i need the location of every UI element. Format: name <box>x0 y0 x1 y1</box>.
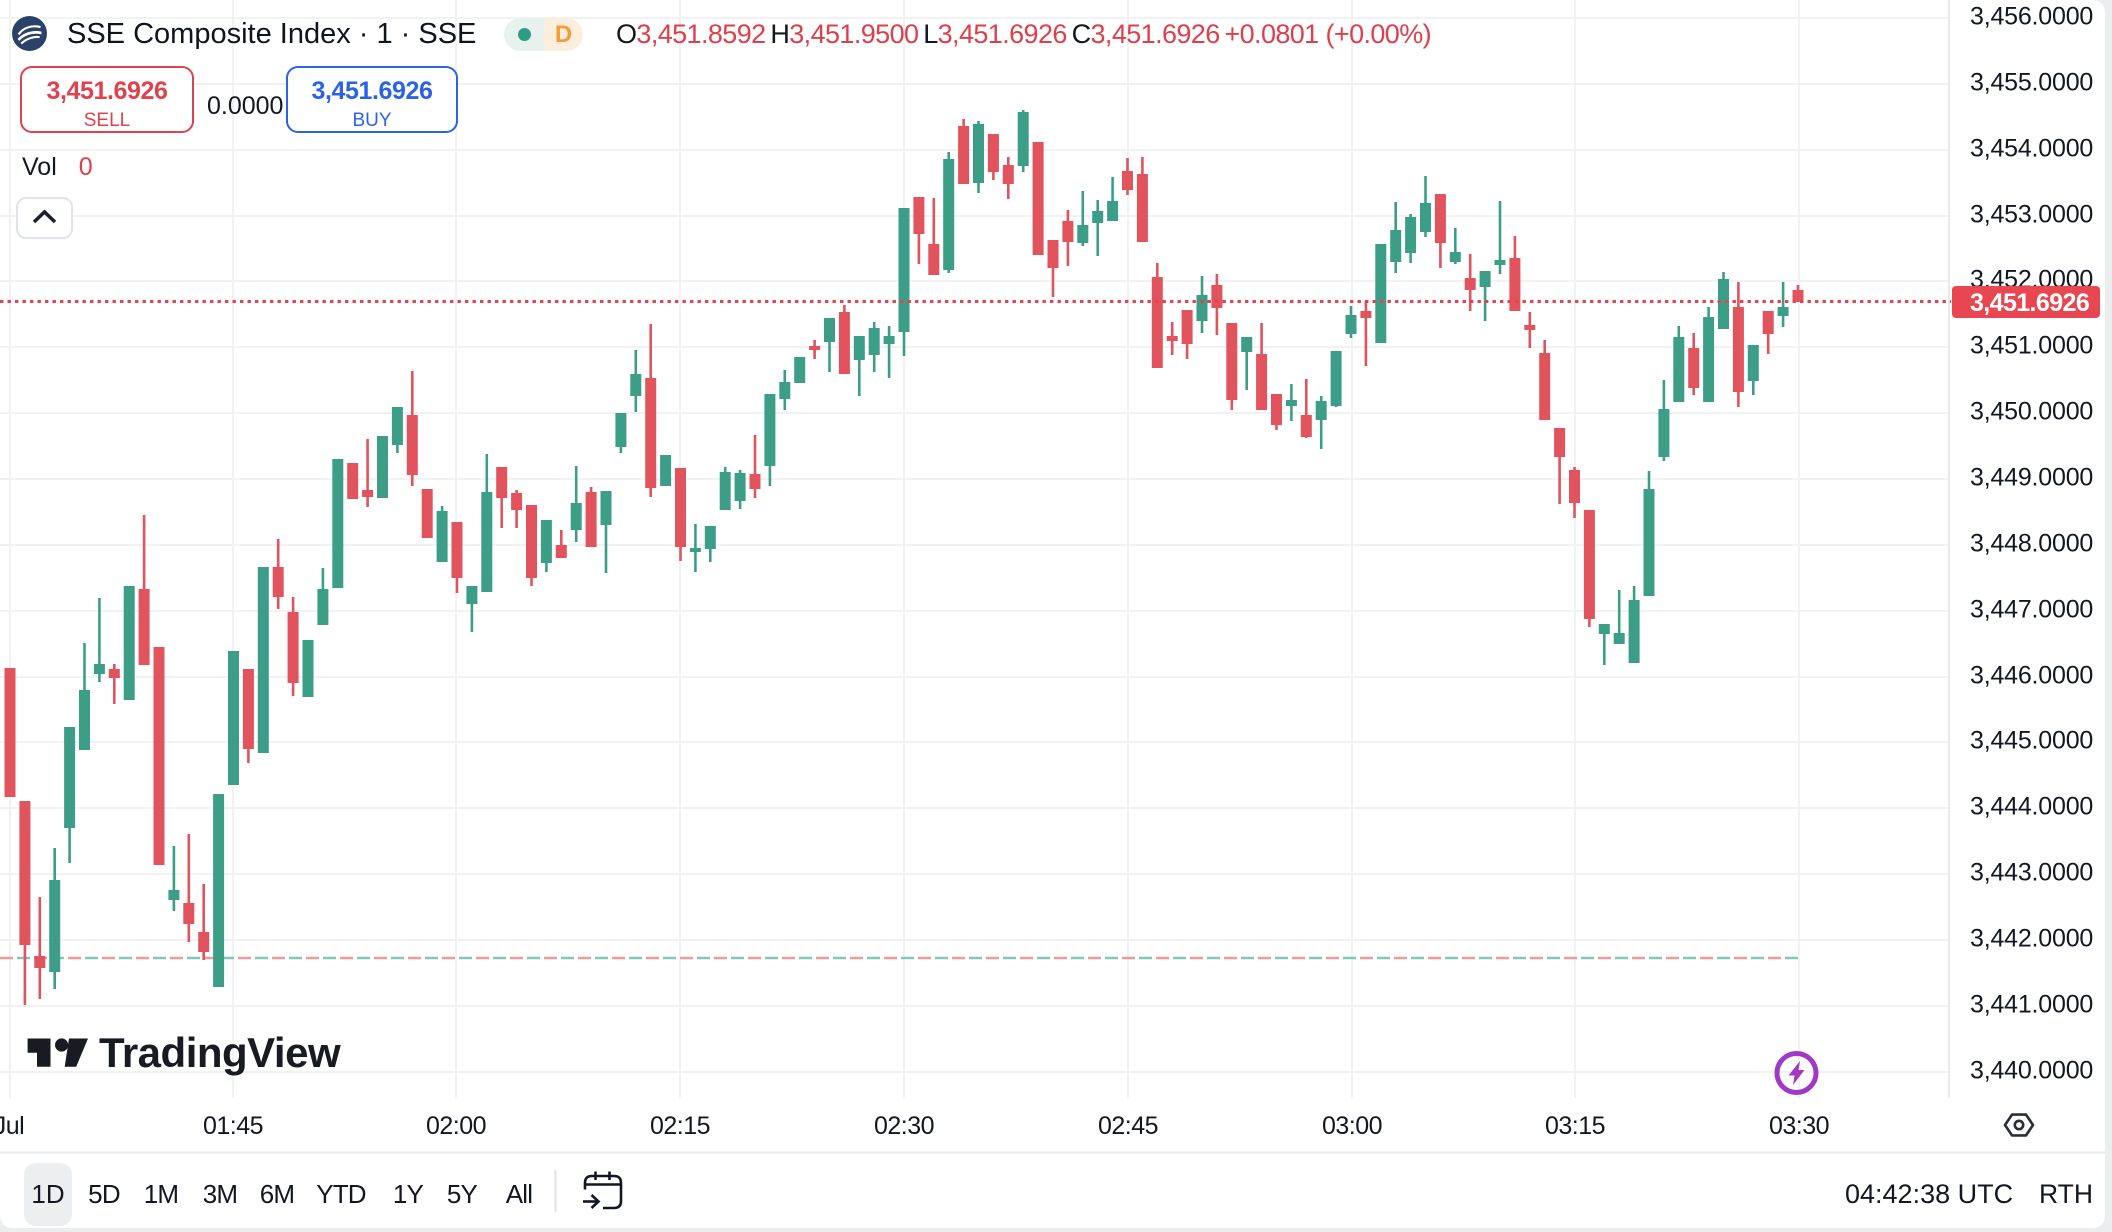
svg-text:TradingView: TradingView <box>99 1029 341 1076</box>
svg-text:02:15: 02:15 <box>650 1112 710 1140</box>
svg-text:3,453.0000: 3,453.0000 <box>1970 201 2093 229</box>
svg-text:3,451.0000: 3,451.0000 <box>1970 332 2093 360</box>
svg-text:3,440.0000: 3,440.0000 <box>1970 1057 2093 1085</box>
svg-text:3,443.0000: 3,443.0000 <box>1970 859 2093 887</box>
svg-text:01:45: 01:45 <box>203 1112 263 1140</box>
svg-text:3,445.0000: 3,445.0000 <box>1970 727 2093 755</box>
svg-text:3,450.0000: 3,450.0000 <box>1970 398 2093 426</box>
svg-text:02:45: 02:45 <box>1098 1112 1158 1140</box>
svg-text:02:00: 02:00 <box>426 1112 486 1140</box>
svg-text:3,455.0000: 3,455.0000 <box>1970 69 2093 97</box>
svg-text:Jul: Jul <box>0 1112 24 1140</box>
svg-text:03:00: 03:00 <box>1322 1112 1382 1140</box>
svg-text:3,456.0000: 3,456.0000 <box>1970 3 2093 31</box>
svg-text:02:30: 02:30 <box>874 1112 934 1140</box>
svg-text:3,446.0000: 3,446.0000 <box>1970 662 2093 690</box>
svg-text:03:30: 03:30 <box>1769 1112 1829 1140</box>
svg-text:3,454.0000: 3,454.0000 <box>1970 135 2093 163</box>
svg-text:3,441.0000: 3,441.0000 <box>1970 991 2093 1019</box>
svg-text:3,442.0000: 3,442.0000 <box>1970 925 2093 953</box>
svg-text:3,447.0000: 3,447.0000 <box>1970 596 2093 624</box>
svg-text:3,449.0000: 3,449.0000 <box>1970 464 2093 492</box>
svg-text:3,448.0000: 3,448.0000 <box>1970 530 2093 558</box>
svg-text:3,444.0000: 3,444.0000 <box>1970 793 2093 821</box>
svg-text:3,451.6926: 3,451.6926 <box>1970 289 2089 317</box>
svg-text:03:15: 03:15 <box>1545 1112 1605 1140</box>
